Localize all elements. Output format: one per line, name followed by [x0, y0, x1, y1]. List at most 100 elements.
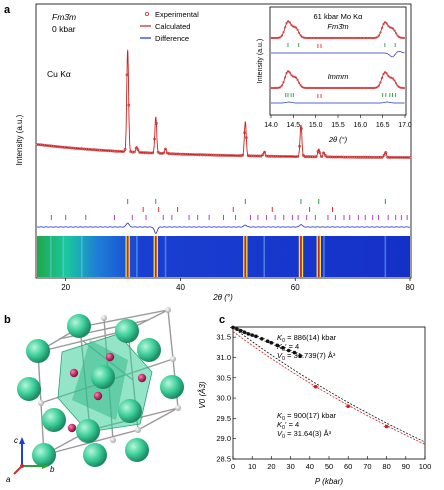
eos-annotation-line: K0′ = 4 [277, 342, 299, 353]
xrd-inset-xtick-label: 14.5 [287, 122, 301, 129]
eos-ytick-label: 28.5 [216, 455, 231, 464]
eos-ytick-label: 30.5 [216, 373, 231, 382]
eos-annotation-line: K0 = 900(17) kbar [277, 411, 337, 422]
crystal-structure: c b a [6, 307, 184, 484]
heatmap-lines [49, 236, 387, 277]
eos-xtick-label: 70 [363, 462, 371, 471]
crystal-axes: c b a [6, 436, 55, 484]
xrd-inset-phase-2: Immm [328, 72, 349, 81]
inset-phase-1 [269, 20, 406, 58]
eos-series-1 [230, 325, 304, 358]
heatmap-faint-line [164, 236, 167, 277]
xrd-main-xtick-label: 80 [406, 283, 415, 292]
eos-xtick-label: 10 [248, 462, 256, 471]
xrd-main-xtick-label: 60 [291, 283, 300, 292]
eos-point [275, 343, 279, 348]
eos-y-ticks: 28.5 29.0 29.5 30.0 30.5 31.0 31.5 [216, 333, 236, 464]
axis-b-label: b [50, 465, 55, 474]
eos-x-ticks: 0 10 20 30 40 50 60 70 80 90 100 [231, 456, 431, 471]
heatmap-faint-line [384, 236, 387, 277]
eos-point [298, 354, 303, 358]
eos-xtick-label: 30 [286, 462, 294, 471]
heatmap-bright-core [300, 236, 302, 277]
heatmap-faint-line [263, 236, 266, 277]
eos-xtick-label: 50 [325, 462, 333, 471]
heatmap-background [37, 236, 410, 277]
eos-annotation-line: K0′ = 4 [277, 420, 299, 431]
eos-point [346, 404, 351, 409]
difference-line [36, 222, 410, 234]
eos-xtick-label: 60 [344, 462, 352, 471]
eos-xtick-label: 90 [402, 462, 410, 471]
heatmap-faint-line [136, 236, 138, 277]
eos-fit-1 [232, 327, 426, 443]
eos-point [235, 327, 239, 331]
heatmap-stack [37, 236, 410, 277]
eos-xtick-label: 80 [382, 462, 390, 471]
panel-label-b: b [4, 314, 11, 326]
heatmap-bright-core [244, 236, 247, 277]
xrd-inset-phase-1: Fm3̄m [327, 22, 348, 31]
xrd-inset-content [269, 20, 406, 104]
xrd-main-x-ticks: 20 40 60 80 [61, 278, 415, 292]
eos-ytick-label: 31.0 [216, 353, 231, 362]
eos-ytick-label: 31.5 [216, 333, 231, 342]
eos-fit-2 [232, 331, 426, 445]
xrd-main-content [35, 49, 412, 234]
eos-series-2 [312, 384, 390, 429]
eos-point [260, 336, 264, 341]
xrd-inset-title: 61 kbar Mo Kα [314, 12, 364, 21]
xrd-main-ylabel: Intensity (a.u.) [15, 114, 24, 165]
eos-point [269, 341, 274, 345]
eos-ytick-label: 29.0 [216, 434, 231, 443]
eos-point [384, 424, 389, 429]
tick-row-red [142, 207, 334, 212]
xrd-inset-xtick-label: 16.5 [376, 122, 390, 129]
heatmap-faint-line [323, 236, 325, 277]
xrd-legend: Experimental Calculated Difference [140, 10, 199, 43]
xrd-inset-x-ticks: 14.0 14.5 15.0 15.5 16.0 16.5 17.0 [264, 115, 412, 129]
eos-xlabel: P (kbar) [315, 477, 343, 486]
panel-label-a: a [4, 4, 11, 16]
heatmap-faint-line [62, 236, 65, 277]
xrd-main-frame [35, 3, 412, 279]
eos-point [313, 384, 318, 389]
heatmap-bright-core [126, 236, 129, 277]
eos-point [238, 328, 243, 333]
eos-xtick-label: 100 [419, 462, 432, 471]
xrd-inset-xtick-label: 14.0 [264, 122, 278, 129]
tick-row-green [127, 199, 386, 204]
legend-experimental-marker [144, 11, 149, 16]
axis-a-label: a [6, 475, 11, 484]
eos-xtick-label: 20 [267, 462, 275, 471]
xrd-inset-xtick-label: 15.5 [331, 122, 345, 129]
xrd-inset-xtick-label: 16.0 [354, 122, 368, 129]
eos-xtick-label: 0 [231, 462, 235, 471]
heatmap-bright-core [154, 236, 157, 277]
eos-plot: 0 10 20 30 40 50 60 70 80 90 100 28.5 29.0 29.5 30.0 3… [198, 325, 431, 486]
tick-row-purple [50, 215, 408, 220]
xrd-main-radiation: Cu Kα [47, 69, 71, 79]
eos-xtick-label: 40 [306, 462, 314, 471]
heatmap-faint-line [80, 236, 83, 277]
xrd-main-plot: 20 40 60 80 Intensity (a.u.) 2θ (°) Fm3̄m 0… [15, 3, 415, 302]
xrd-main-phase: Fm3̄m [52, 12, 76, 22]
xrd-main-xtick-label: 40 [176, 283, 185, 292]
eos-point [231, 325, 235, 330]
eos-annotation-line: K0 = 886(14) kbar [277, 333, 337, 344]
xrd-main-pressure: 0 kbar [52, 24, 76, 34]
eos-point [242, 330, 247, 335]
legend-experimental-label: Experimental [155, 10, 199, 19]
eos-ylabel: V0 (Å3) [198, 381, 207, 408]
inset-phase-2 [269, 70, 406, 104]
eos-ytick-label: 29.5 [216, 414, 231, 423]
eos-annotation-line: V0 = 31.64(3) Å³ [277, 429, 332, 440]
panel-label-c: c [219, 314, 225, 326]
eos-content [230, 325, 426, 445]
xrd-inset-ylabel: Intensity (a.u.) [257, 39, 264, 83]
eos-point [286, 348, 291, 353]
xrd-inset-plot: 14.0 14.5 15.0 15.5 16.0 16.5 17.0 61 kbar Mo … [257, 6, 412, 144]
